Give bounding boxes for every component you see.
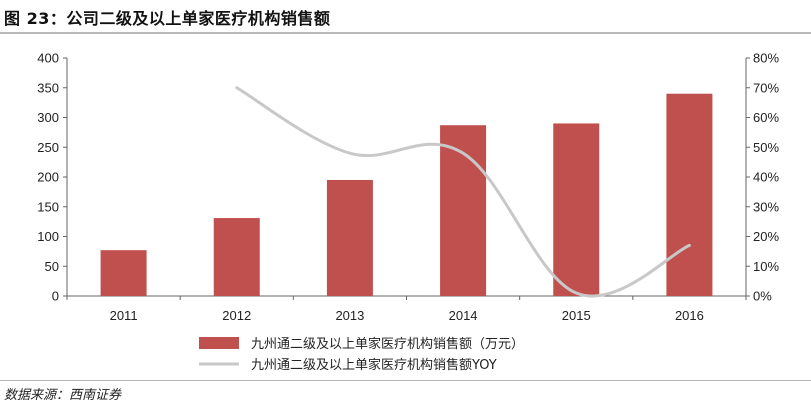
y-right-tick-label: 70%: [753, 80, 779, 95]
source-note: 数据来源：西南证券: [4, 388, 122, 403]
bar: [553, 123, 600, 296]
yoy-line: [235, 86, 691, 298]
x-tick-label: 2012: [222, 308, 251, 323]
y-right-tick-label: 40%: [753, 170, 779, 185]
chart-title: 图 23：公司二级及以上单家医疗机构销售额: [4, 9, 331, 28]
x-tick-label: 2014: [449, 308, 478, 323]
x-tick-label: 2015: [562, 308, 591, 323]
y-right-tick-label: 50%: [753, 140, 779, 155]
legend-bar-label: 九州通二级及以上单家医疗机构销售额（万元）: [251, 336, 524, 352]
y-left-tick-label: 100: [37, 229, 59, 244]
bar: [100, 250, 147, 296]
y-right-tick-label: 0%: [753, 289, 772, 304]
bar: [666, 93, 713, 296]
y-right-tick-label: 80%: [753, 51, 779, 66]
y-left-tick-label: 400: [37, 51, 59, 66]
y-left-tick-label: 350: [37, 80, 59, 95]
title-divider: [0, 32, 811, 34]
y-left-tick-label: 0: [52, 289, 59, 304]
y-left-tick-label: 250: [37, 140, 59, 155]
y-left-tick-label: 150: [37, 199, 59, 214]
x-tick-label: 2011: [110, 308, 138, 323]
legend-bar-swatch: [199, 337, 239, 349]
chart-canvas: 0 50 100 150 200 250 300 350 400 0% 10% 20% 30% 40% 50…: [37, 51, 779, 374]
y-right-tick-label: 10%: [753, 259, 779, 274]
bar: [213, 218, 260, 296]
title-bar: 图 23：公司二级及以上单家医疗机构销售额: [0, 0, 811, 32]
y-right-tick-label: 20%: [753, 229, 779, 244]
bar: [326, 179, 373, 296]
y-right-tick-label: 60%: [753, 110, 779, 125]
x-tick-label: 2016: [675, 308, 704, 323]
y-right-tick-label: 30%: [753, 199, 779, 214]
bar: [440, 125, 487, 296]
legend-line-label: 九州通二级及以上单家医疗机构销售额YOY: [251, 357, 497, 373]
x-tick-label: 2013: [335, 308, 364, 323]
y-left-tick-label: 50: [45, 259, 59, 274]
y-left-tick-label: 300: [37, 110, 59, 125]
footer-divider: [0, 380, 811, 381]
y-left-tick-label: 200: [37, 170, 59, 185]
